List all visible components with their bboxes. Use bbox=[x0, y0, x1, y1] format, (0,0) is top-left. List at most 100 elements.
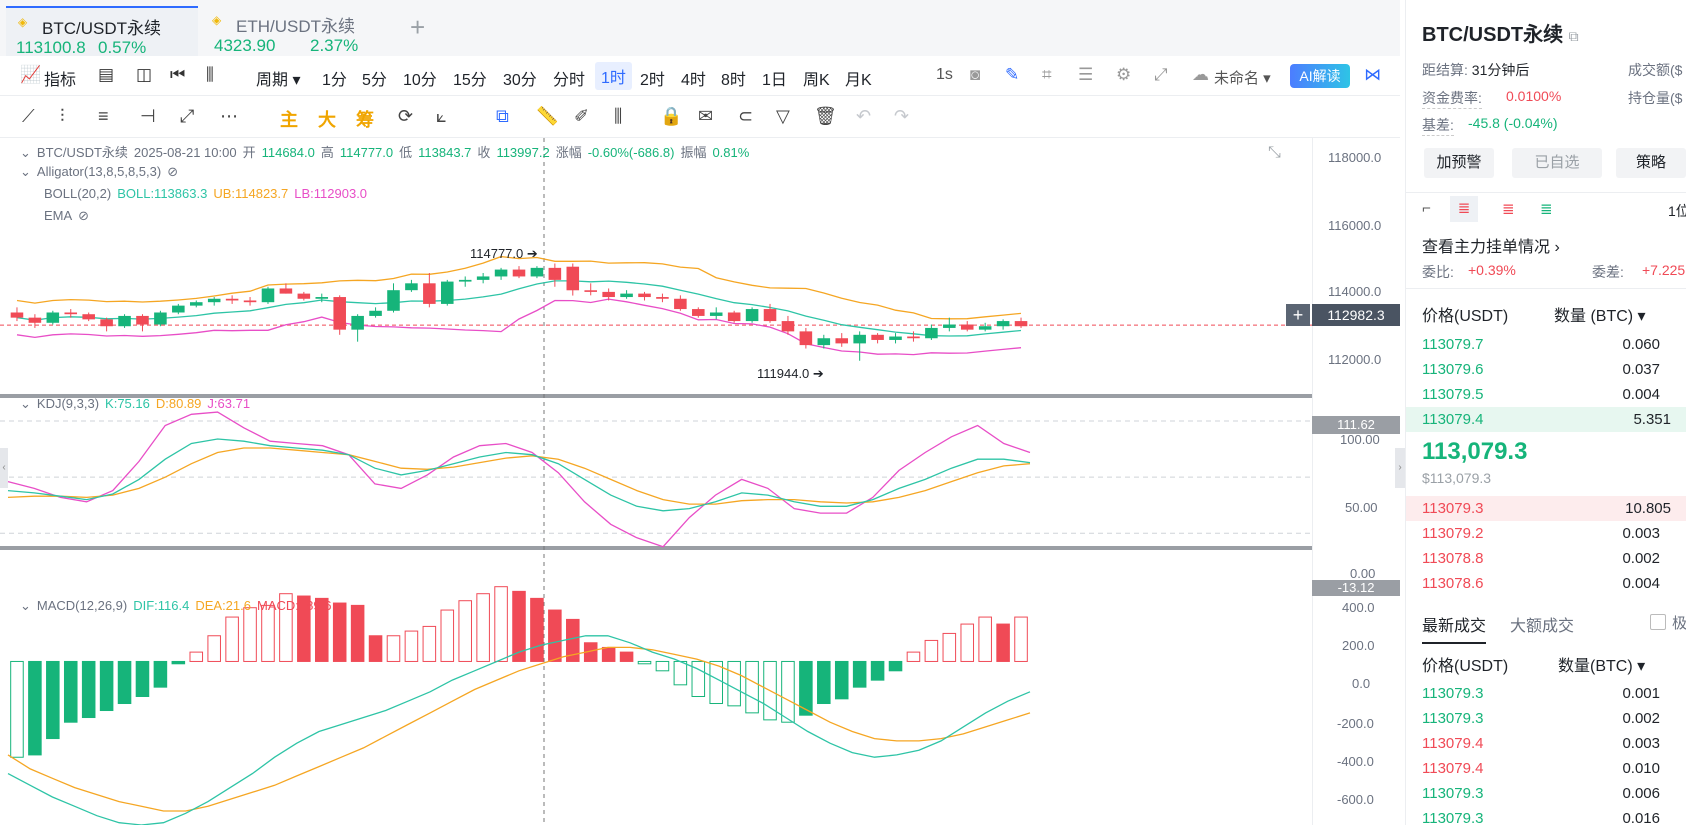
kdj-legend[interactable]: ⌄ KDJ(9,3,3) K:75.16 D:80.89 J:63.71 bbox=[20, 396, 251, 411]
ai-interpret-button[interactable]: AI解读 bbox=[1290, 64, 1350, 88]
chevron-down-icon[interactable]: ⌄ bbox=[20, 598, 31, 613]
tab-big-trades[interactable]: 大额成交 bbox=[1510, 618, 1575, 635]
add-tab-button[interactable]: + bbox=[410, 12, 426, 42]
candle-type-icon[interactable]: ⫼ bbox=[206, 65, 214, 84]
more-tools-icon[interactable]: ⋯ bbox=[220, 106, 238, 126]
both-sides-icon[interactable]: ≣ bbox=[1450, 196, 1478, 222]
sync-icon[interactable]: ⟳ bbox=[398, 106, 414, 126]
ob-header-qty[interactable]: 数量 (BTC) ▾ bbox=[1554, 308, 1646, 325]
interval-1h[interactable]: 1时 bbox=[595, 62, 632, 90]
tab-eth-usdt[interactable]: ◈ ETH/USDT永续 4323.90 2.37% bbox=[204, 6, 404, 56]
interval-15m[interactable]: 15分 bbox=[453, 72, 487, 89]
parallel-channel-icon[interactable]: ⫶ bbox=[60, 106, 65, 126]
chips-toggle[interactable]: 筹 bbox=[356, 110, 374, 130]
measure-icon[interactable]: 📏 bbox=[536, 106, 559, 126]
lock-icon[interactable]: 🔒 bbox=[660, 106, 683, 126]
ask-row[interactable]: 113079.5 0.004 bbox=[1422, 386, 1660, 403]
bids-only-icon[interactable]: ≣ bbox=[1540, 201, 1553, 218]
add-alert-button[interactable]: 加预警 bbox=[1424, 148, 1494, 178]
indicators-button[interactable]: 指标 bbox=[44, 72, 77, 89]
main-indicator-toggle[interactable]: 主 bbox=[280, 110, 298, 130]
arrow-line-icon[interactable]: ⤢ bbox=[180, 106, 195, 126]
ruler-angle-icon[interactable]: ⟀ bbox=[436, 106, 447, 126]
bars-pattern-icon[interactable]: ⫼ bbox=[614, 106, 623, 126]
bid-row[interactable]: 113078.8 0.002 bbox=[1422, 550, 1660, 567]
interval-8h[interactable]: 8时 bbox=[721, 72, 746, 89]
bid-row[interactable]: 113079.3 10.805 bbox=[1406, 496, 1686, 521]
macd-legend[interactable]: ⌄ MACD(12,26,9) DIF:116.4 DEA:21.6 MACD:189.… bbox=[20, 598, 332, 613]
camera-icon[interactable]: ◙ bbox=[970, 65, 981, 84]
favorited-button[interactable]: 已自选 bbox=[1512, 148, 1602, 178]
chart-area[interactable]: ⌄ BTC/USDT永续 2025-08-21 10:00 开 114684.0 高 114… bbox=[0, 138, 1405, 825]
tab-latest-trades[interactable]: 最新成交 bbox=[1422, 612, 1487, 644]
interval-4h[interactable]: 4时 bbox=[681, 72, 706, 89]
note-icon[interactable]: ✉ bbox=[698, 106, 714, 126]
crop-icon[interactable]: ⌗ bbox=[1042, 65, 1052, 84]
ask-row[interactable]: 113079.4 5.351 bbox=[1406, 407, 1686, 432]
layout-name-dropdown[interactable]: 未命名 ▾ bbox=[1214, 70, 1271, 87]
bid-row[interactable]: 113079.2 0.003 bbox=[1422, 525, 1660, 542]
basis-label[interactable]: 基差: bbox=[1422, 115, 1454, 136]
list-icon[interactable]: ☰ bbox=[1078, 65, 1094, 84]
interval-2h[interactable]: 2时 bbox=[640, 72, 665, 89]
settings-icon[interactable]: ⚙ bbox=[1116, 65, 1132, 84]
fullscreen-icon[interactable]: ⤢ bbox=[1154, 65, 1168, 84]
boll-legend[interactable]: BOLL(20,2) BOLL:113863.3 UB:114823.7 LB:112… bbox=[44, 186, 368, 201]
copy-icon[interactable]: ⧉ bbox=[496, 106, 509, 126]
interval-timeshare[interactable]: 分时 bbox=[553, 72, 586, 89]
share-icon[interactable]: ⋈ bbox=[1364, 65, 1381, 84]
layout-icon[interactable]: ◫ bbox=[136, 65, 153, 84]
redo-icon[interactable]: ↷ bbox=[894, 106, 910, 126]
strategy-button[interactable]: 策略 bbox=[1616, 148, 1686, 178]
copy-icon[interactable]: ⧉ bbox=[1568, 28, 1579, 44]
horizontal-lines-icon[interactable]: ≡ bbox=[98, 106, 109, 126]
extreme-checkbox[interactable] bbox=[1650, 614, 1666, 630]
depth-precision-select[interactable]: 1位 bbox=[1668, 203, 1686, 219]
calendar-icon[interactable]: ▤ bbox=[98, 65, 115, 84]
asks-only-icon[interactable]: ≣ bbox=[1502, 201, 1515, 218]
depth-mode-icon[interactable]: ⌐ bbox=[1422, 200, 1431, 217]
alligator-legend[interactable]: ⌄ Alligator(13,8,5,8,5,3) ⊘ bbox=[20, 164, 179, 179]
horizontal-ray-icon[interactable]: ⊣ bbox=[140, 106, 156, 126]
chevron-down-icon[interactable]: ⌄ bbox=[20, 396, 31, 411]
right-collapse-icon[interactable]: › bbox=[1395, 448, 1405, 488]
ema-legend[interactable]: EMA ⊘ bbox=[44, 208, 90, 223]
trades-header-qty[interactable]: 数量(BTC) ▾ bbox=[1558, 658, 1646, 675]
volume-label: 成交额($ bbox=[1628, 62, 1683, 78]
big-orders-toggle[interactable]: 大 bbox=[318, 110, 336, 130]
funding-label[interactable]: 资金费率: bbox=[1422, 88, 1482, 109]
main-orders-link[interactable]: 查看主力挂单情况 › bbox=[1422, 239, 1560, 256]
filter-icon[interactable]: ▽ bbox=[776, 106, 790, 126]
left-collapse-icon[interactable]: ‹ bbox=[0, 448, 8, 488]
ask-row[interactable]: 113079.6 0.037 bbox=[1422, 361, 1660, 378]
indicator-icon[interactable]: 📈 bbox=[20, 65, 42, 84]
trash-icon[interactable]: 🗑 bbox=[814, 106, 837, 126]
chevron-down-icon[interactable]: ⌄ bbox=[20, 164, 31, 179]
tab-btc-usdt[interactable]: ◈ BTC/USDT永续 113100.8 0.57% bbox=[6, 6, 198, 57]
interval-1m[interactable]: 1分 bbox=[322, 72, 347, 89]
chevron-down-icon[interactable]: ⌄ bbox=[20, 145, 31, 160]
crosshair-add-icon[interactable]: + bbox=[1286, 304, 1310, 326]
period-dropdown[interactable]: 周期 ▾ bbox=[256, 72, 301, 89]
expand-icon[interactable]: ⤡ bbox=[1268, 144, 1281, 161]
speed-label[interactable]: 1s bbox=[936, 66, 953, 83]
interval-month[interactable]: 月K bbox=[845, 72, 872, 89]
interval-10m[interactable]: 10分 bbox=[403, 72, 437, 89]
pen-icon[interactable]: ✎ bbox=[1005, 65, 1020, 84]
ask-row[interactable]: 113079.7 0.060 bbox=[1422, 336, 1660, 353]
bid-row[interactable]: 113078.6 0.004 bbox=[1422, 575, 1660, 592]
eye-off-icon[interactable]: ⊘ bbox=[167, 164, 179, 179]
eye-off-icon[interactable]: ⊘ bbox=[78, 208, 90, 223]
interval-1d[interactable]: 1日 bbox=[762, 72, 787, 89]
undo-icon[interactable]: ↶ bbox=[856, 106, 872, 126]
price-axis[interactable] bbox=[1312, 138, 1402, 825]
replay-icon[interactable]: ⏮ bbox=[170, 65, 186, 84]
interval-5m[interactable]: 5分 bbox=[362, 72, 387, 89]
trend-line-icon[interactable]: ⟋ bbox=[22, 106, 35, 126]
kdj-max-tag: 111.62 bbox=[1312, 416, 1400, 434]
brush-icon[interactable]: ✐ bbox=[574, 106, 590, 126]
price-chart[interactable] bbox=[0, 138, 1405, 825]
magnet-icon[interactable]: ⊂ bbox=[738, 106, 754, 126]
interval-week[interactable]: 周K bbox=[803, 72, 830, 89]
interval-30m[interactable]: 30分 bbox=[503, 72, 537, 89]
